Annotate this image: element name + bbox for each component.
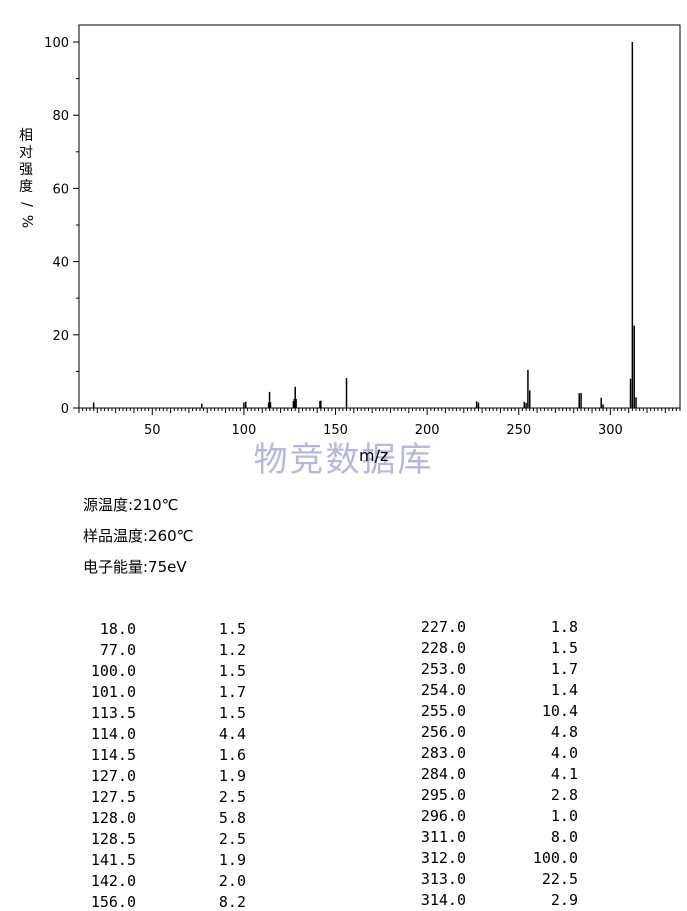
table-cell: 156.0	[90, 893, 136, 911]
table-cell: 253.0	[420, 660, 466, 678]
condition-line: 源温度:210℃	[83, 496, 179, 514]
table-cell: 313.0	[420, 870, 466, 888]
x-tick-label: 250	[506, 423, 531, 438]
table-cell: 113.5	[90, 704, 136, 722]
table-cell: 127.0	[90, 767, 136, 785]
y-tick-label: 60	[52, 182, 69, 197]
table-cell: 4.8	[550, 723, 578, 741]
mass-spectrum-chart: 50 100 150 200 250 300 0 20 40 60 80 100	[44, 24, 681, 438]
table-cell: 2.5	[218, 830, 246, 848]
table-cell: 1.5	[218, 704, 246, 722]
table-cell: 1.0	[550, 807, 578, 825]
x-tick-label: 300	[598, 423, 623, 438]
table-cell: 128.5	[90, 830, 136, 848]
x-tick-label: 50	[144, 423, 161, 438]
table-cell: 8.2	[218, 893, 246, 911]
table-cell: 77.0	[99, 641, 136, 659]
y-axis-label-char: %	[18, 214, 35, 229]
table-cell: 10.4	[541, 702, 578, 720]
table-cell: 255.0	[420, 702, 466, 720]
y-axis-label-char: 度	[19, 179, 33, 195]
table-cell: 18.0	[99, 620, 136, 638]
plot-frame	[78, 24, 681, 409]
table-cell: 228.0	[420, 639, 466, 657]
table-cell: 128.0	[90, 809, 136, 827]
table-cell: 2.8	[550, 786, 578, 804]
y-axis-label-char: 相	[19, 128, 33, 144]
table-cell: 311.0	[420, 828, 466, 846]
table-cell: 101.0	[90, 683, 136, 701]
tick-labels: 50 100 150 200 250 300 0 20 40 60 80 100	[44, 36, 623, 438]
table-cell: 1.5	[218, 662, 246, 680]
y-axis-label: 相对强度 /%	[15, 128, 37, 230]
table-cell: 4.0	[550, 744, 578, 762]
watermark: 物竞数据库	[253, 440, 434, 480]
table-cell: 4.4	[218, 725, 246, 743]
table-cell: 254.0	[420, 681, 466, 699]
table-cell: 100.0	[532, 849, 578, 867]
table-cell: 1.9	[218, 767, 246, 785]
y-tick-label: 20	[52, 329, 69, 344]
table-cell: 284.0	[420, 765, 466, 783]
y-tick-label: 40	[52, 256, 69, 271]
table-cell: 295.0	[420, 786, 466, 804]
table-cell: 1.7	[218, 683, 246, 701]
y-axis-label-char: 强	[19, 162, 33, 178]
table-cell: 22.5	[541, 870, 578, 888]
table-cell: 314.0	[420, 891, 466, 909]
table-cell: 1.5	[218, 620, 246, 638]
table-cell: 312.0	[420, 849, 466, 867]
condition-line: 样品温度:260℃	[83, 527, 194, 545]
condition-line: 电子能量:75eV	[83, 558, 187, 576]
table-cell: 1.5	[550, 639, 578, 657]
x-tick-label: 100	[231, 423, 256, 438]
table-cell: 283.0	[420, 744, 466, 762]
y-tick-label: 0	[61, 402, 69, 417]
x-tick-label: 200	[415, 423, 440, 438]
table-cell: 1.4	[550, 681, 578, 699]
table-cell: 1.6	[218, 746, 246, 764]
x-tick-label: 150	[323, 423, 348, 438]
table-cell: 296.0	[420, 807, 466, 825]
table-cell: 256.0	[420, 723, 466, 741]
table-cell: 114.0	[90, 725, 136, 743]
table-cell: 8.0	[550, 828, 578, 846]
table-cell: 1.9	[218, 851, 246, 869]
y-tick-label: 80	[52, 109, 69, 124]
y-axis-label-char: 对	[19, 145, 33, 161]
spectrum-bars	[92, 42, 637, 408]
table-cell: 2.0	[218, 872, 246, 890]
table-cell: 1.8	[550, 618, 578, 636]
table-cell: 4.1	[550, 765, 578, 783]
table-cell: 114.5	[90, 746, 136, 764]
table-cell: 1.7	[550, 660, 578, 678]
chart-axes	[73, 24, 681, 415]
table-cell: 127.5	[90, 788, 136, 806]
table-cell: 227.0	[420, 618, 466, 636]
table-cell: 1.2	[218, 641, 246, 659]
table-cell: 2.9	[550, 891, 578, 909]
table-cell: 5.8	[218, 809, 246, 827]
table-cell: 2.5	[218, 788, 246, 806]
y-tick-label: 100	[44, 36, 69, 51]
table-cell: 141.5	[90, 851, 136, 869]
table-cell: 142.0	[90, 872, 136, 890]
x-axis-label: m/z	[359, 446, 389, 465]
table-cell: 100.0	[90, 662, 136, 680]
